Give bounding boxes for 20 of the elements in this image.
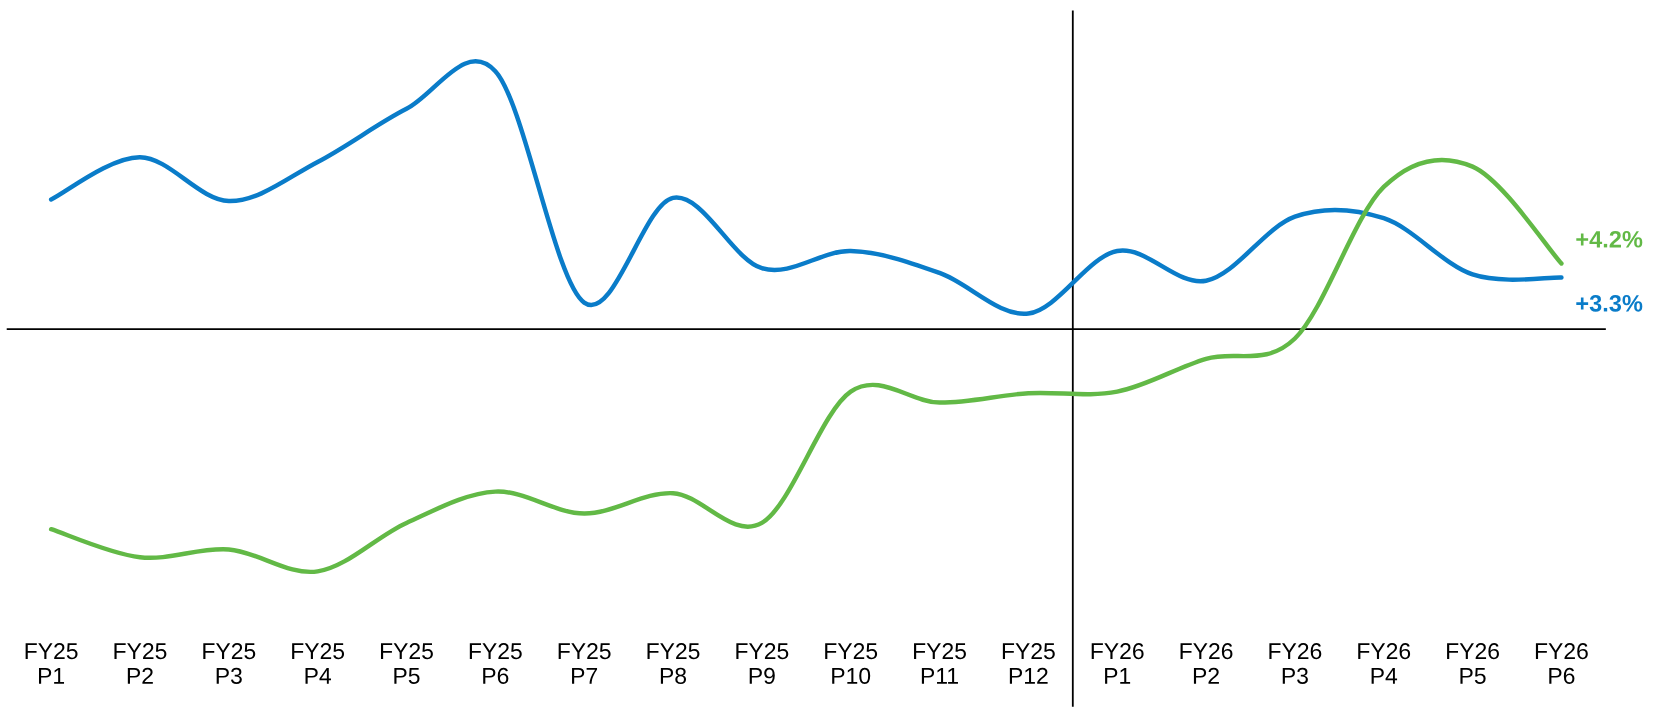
x-tick-label: FY25 P1: [25, 643, 78, 684]
x-tick-label: FY26 P5: [1447, 643, 1499, 684]
x-tick-label: FY25 P9: [736, 643, 789, 684]
x-tick-label: FY25 P7: [558, 643, 611, 684]
x-tick-label: FY25 P6: [469, 643, 522, 684]
x-tick-label: FY25 P4: [292, 643, 345, 684]
x-tick-label: FY25 P11: [914, 643, 966, 684]
x-tick-label: FY26 P2: [1180, 643, 1233, 684]
x-tick-label: FY25 P5: [380, 643, 433, 684]
x-tick-label: FY26 P3: [1269, 643, 1322, 684]
x-tick-label: FY26 P6: [1535, 643, 1588, 684]
x-tick-label: FY25 P2: [114, 643, 167, 684]
x-tick-label: FY25 P12: [1002, 643, 1055, 684]
x-tick-label: FY25 P3: [203, 643, 256, 684]
data-label: +3.3%: [1576, 294, 1643, 312]
x-tick-label: FY25 P8: [647, 643, 700, 684]
data-label: +4.2%: [1576, 230, 1643, 248]
x-tick-label: FY26 P4: [1358, 643, 1411, 684]
x-tick-label: FY26 P1: [1091, 643, 1144, 684]
x-tick-label: FY25 P10: [825, 643, 878, 684]
